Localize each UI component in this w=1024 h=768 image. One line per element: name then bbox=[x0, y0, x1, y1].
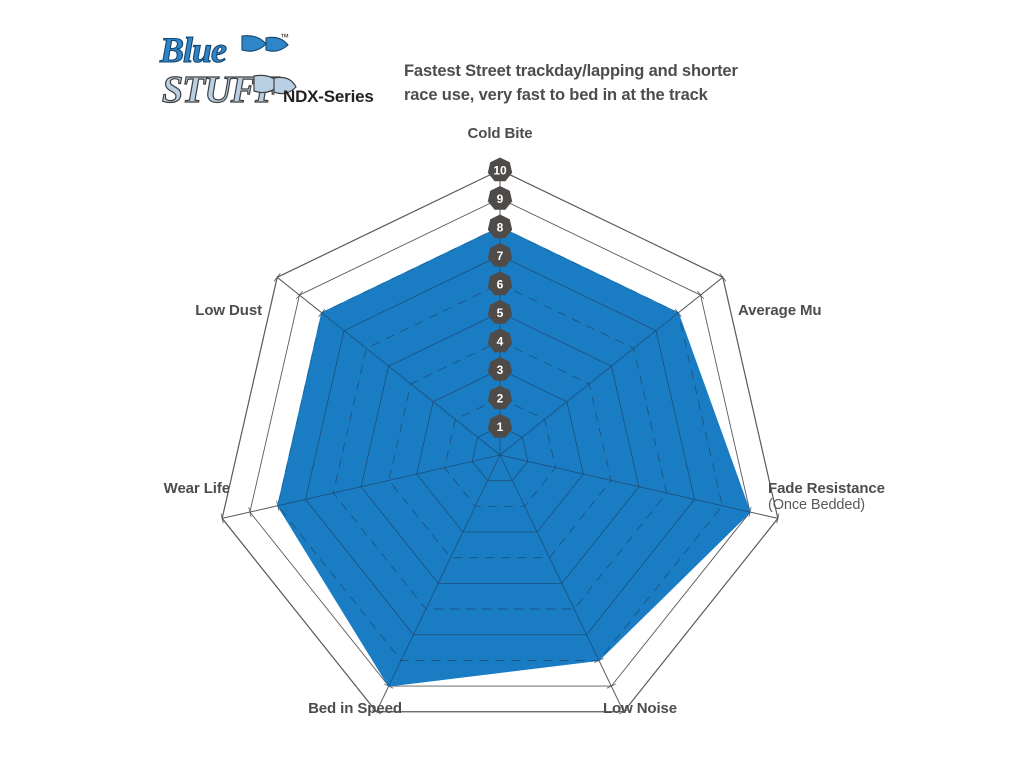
radar-chart-svg: 1 2 3 4 5 6 7 8 9 10 bbox=[220, 157, 780, 715]
axis-tick bbox=[719, 273, 727, 282]
grid-ring-overlay-5 bbox=[360, 312, 640, 584]
axis-label-fade-resistance: Fade Resistance (Once Bedded) bbox=[768, 480, 938, 513]
grid-ring-overlay-3 bbox=[416, 369, 584, 533]
grid-spoke-overlay-4 bbox=[375, 454, 501, 687]
radar-tick-badges: 1 2 3 4 5 6 7 8 9 10 bbox=[487, 157, 513, 438]
grid-ring-overlay-4 bbox=[388, 340, 612, 559]
tick-badge-label: 1 bbox=[497, 420, 504, 434]
tick-badge-4: 4 bbox=[487, 328, 513, 353]
tick-badge-label: 8 bbox=[497, 221, 504, 235]
tick-badge-shape bbox=[487, 414, 513, 438]
grid-ring-9 bbox=[249, 198, 751, 687]
axis-label-text: Cold Bite bbox=[467, 125, 533, 142]
tick-badge-label: 3 bbox=[497, 363, 504, 377]
tick-badge-shape bbox=[487, 357, 513, 381]
svg-text:Blue: Blue bbox=[159, 30, 227, 70]
tagline-line-1: Fastest Street trackday/lapping and shor… bbox=[404, 62, 738, 80]
tick-badge-label: 2 bbox=[497, 392, 504, 406]
tick-badge-shape bbox=[487, 271, 513, 296]
tick-badge-shape bbox=[487, 300, 513, 324]
tick-badge-8: 8 bbox=[487, 214, 513, 239]
axis-label-low-dust: Low Dust bbox=[62, 302, 262, 319]
bluestuff-logo: Blue STUFF ™ bbox=[158, 26, 298, 114]
tick-badge-label: 9 bbox=[497, 192, 504, 206]
axis-tick bbox=[606, 683, 616, 689]
tick-badge-3: 3 bbox=[487, 357, 513, 381]
grid-ring-10 bbox=[221, 169, 779, 713]
tick-badge-5: 5 bbox=[487, 300, 513, 324]
tick-badge-shape bbox=[487, 243, 513, 267]
grid-ring-overlay-1 bbox=[471, 426, 529, 482]
bluestuff-logo-graphic: Blue STUFF ™ bbox=[158, 29, 297, 112]
axis-tick bbox=[371, 709, 382, 715]
tick-badge-label: 7 bbox=[497, 249, 504, 263]
tick-badge-label: 4 bbox=[497, 335, 504, 349]
radar-chart: 1 2 3 4 5 6 7 8 9 10 Cold Bite Average Mu Fade Resi… bbox=[0, 125, 1024, 768]
tagline-line-2: race use, very fast to bed in at the tra… bbox=[404, 85, 708, 104]
tick-badge-label: 6 bbox=[497, 278, 504, 292]
page-header: Blue STUFF ™ NDX-Series Fastest Street t… bbox=[0, 0, 1024, 130]
tick-badge-label: 10 bbox=[493, 164, 507, 178]
tick-badge-label: 5 bbox=[497, 306, 504, 320]
radar-data-polygon bbox=[277, 226, 751, 687]
series-title: NDX-Series bbox=[283, 87, 374, 106]
axis-tick bbox=[697, 290, 704, 300]
axis-label-text: Fade Resistance bbox=[768, 480, 885, 497]
data-series-ndx bbox=[277, 226, 751, 687]
tick-badge-2: 2 bbox=[487, 385, 513, 410]
tick-badge-7: 7 bbox=[487, 243, 513, 267]
tick-badge-1: 1 bbox=[487, 414, 513, 438]
axis-label-text: Wear Life bbox=[163, 480, 230, 497]
axis-label-sublabel: (Once Bedded) bbox=[768, 497, 866, 513]
axis-label-cold-bite: Cold Bite bbox=[400, 125, 600, 142]
tick-badge-6: 6 bbox=[487, 271, 513, 296]
grid-ring-overlay-6 bbox=[332, 283, 668, 610]
tick-badge-9: 9 bbox=[487, 186, 513, 210]
axis-label-text: Bed in Speed bbox=[308, 700, 402, 717]
tick-badge-shape bbox=[487, 328, 513, 353]
product-tagline: Fastest Street trackday/lapping and shor… bbox=[404, 60, 804, 108]
axis-tick bbox=[618, 709, 629, 715]
tick-badge-10: 10 bbox=[487, 157, 513, 182]
grid-spoke-overlay-5 bbox=[277, 454, 501, 519]
grid-ring-overlay-7 bbox=[305, 255, 695, 636]
axis-label-bed-in-speed: Bed in Speed bbox=[245, 700, 465, 717]
tick-badge-shape bbox=[487, 385, 513, 410]
trademark-mark: ™ bbox=[280, 32, 289, 42]
axis-label-text: Low Noise bbox=[602, 700, 678, 717]
axis-label-text: Low Dust bbox=[195, 302, 262, 319]
grid-ring-overlay-2 bbox=[443, 397, 557, 507]
axis-tick bbox=[220, 513, 224, 524]
tick-badge-shape bbox=[487, 214, 513, 239]
axis-tick bbox=[776, 513, 780, 524]
axis-tick bbox=[296, 290, 303, 300]
axis-label-text: Average Mu bbox=[738, 302, 822, 319]
axis-tick bbox=[273, 273, 281, 282]
axis-label-average-mu: Average Mu bbox=[738, 302, 938, 319]
axis-tick bbox=[248, 507, 252, 518]
tick-badge-shape bbox=[487, 186, 513, 210]
axis-label-wear-life: Wear Life bbox=[30, 480, 230, 497]
tick-badge-shape bbox=[487, 157, 513, 182]
axis-label-low-noise: Low Noise bbox=[540, 700, 740, 717]
grid-spoke-overlay-2 bbox=[499, 454, 751, 519]
